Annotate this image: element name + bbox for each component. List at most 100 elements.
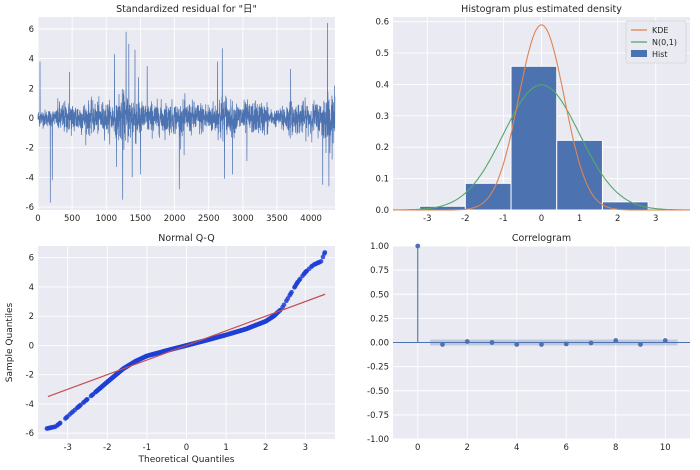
correlogram-marker	[638, 342, 643, 347]
x-tick-label: 3500	[266, 214, 288, 224]
correlogram-tick-labels: 0 2 4 6 8 10 -1.00 -0.75 -0.50 -0.25 0.00 0.25 0.50 0…	[367, 242, 671, 453]
x-tick-label: -1	[143, 443, 151, 453]
y-tick-label: 6	[29, 254, 34, 264]
x-tick-label: -3	[63, 443, 71, 453]
correlogram-marker	[489, 340, 495, 345]
x-tick-label: 2500	[198, 214, 220, 224]
qq-point	[57, 420, 63, 426]
y-tick-label: 6	[29, 25, 34, 35]
x-tick-label: 0	[35, 214, 40, 224]
qq-x-axis-label: Theoretical Quantiles	[138, 455, 235, 465]
kde-curve	[393, 24, 690, 211]
x-tick-label: 10	[660, 443, 671, 453]
x-tick-label: 0	[184, 443, 189, 453]
residual-series-line	[37, 22, 336, 203]
y-tick-label: 0.0	[375, 206, 389, 216]
histogram-tick-labels: -3 -2 -1 0 1 2 3 0.0 0.1 0.2 0.3 0.4 0.5 0.6	[375, 18, 658, 224]
y-tick-label: 2	[29, 84, 34, 94]
y-tick-label: -4	[26, 400, 34, 410]
correlogram-marker	[514, 342, 520, 347]
y-tick-label: 2	[29, 312, 34, 322]
qq-tick-labels: -3 -2 -1 0 1 2 3 -6 -4 -2 0 2 4 6	[26, 254, 308, 453]
x-tick-label: 6	[564, 443, 569, 453]
x-tick-label: -2	[461, 214, 469, 224]
x-tick-label: 2	[465, 443, 470, 453]
y-tick-label: -2	[26, 371, 34, 381]
residual-gridlines	[37, 17, 335, 210]
y-tick-label: 1.00	[370, 242, 389, 252]
y-tick-label: 0.5	[375, 49, 389, 59]
qq-point	[289, 289, 294, 295]
y-tick-label: 0.75	[370, 266, 389, 276]
qq-panel: Normal Q-Q Theoretical Quantiles Sample …	[5, 233, 335, 465]
x-tick-label: 4	[514, 443, 519, 453]
x-tick-label: 3	[653, 214, 658, 224]
x-tick-label: 2000	[164, 214, 186, 224]
qq-point	[281, 302, 287, 308]
correlogram-marker	[440, 342, 445, 347]
correlogram-marker	[613, 338, 619, 343]
y-tick-label: 0.3	[375, 112, 389, 122]
histogram-bar	[556, 139, 603, 211]
x-tick-label: -1	[499, 214, 507, 224]
x-tick-label: 4000	[300, 214, 322, 224]
x-tick-label: 2	[615, 214, 620, 224]
histogram-legend: KDE N(0,1) Hist	[625, 20, 687, 64]
residual-title: Standardized residual for "日"	[116, 4, 257, 15]
correlogram-marker	[588, 340, 594, 346]
qq-title: Normal Q-Q	[158, 233, 214, 244]
qq-point	[84, 396, 90, 402]
x-tick-label: 500	[64, 214, 80, 224]
y-tick-label: -0.75	[367, 411, 389, 421]
correlogram-marker	[662, 338, 668, 343]
y-tick-label: 0	[29, 114, 34, 124]
y-tick-label: 0.25	[370, 314, 389, 324]
x-tick-label: -3	[423, 214, 431, 224]
qq-point	[322, 250, 328, 255]
qq-y-axis-label: Sample Quantiles	[5, 303, 15, 383]
correlogram-gridlines	[393, 245, 690, 440]
legend-normal-label: N(0,1)	[652, 38, 677, 47]
normal-density-curve	[393, 84, 690, 211]
y-tick-label: 4	[29, 283, 34, 293]
y-tick-label: -4	[26, 173, 34, 183]
x-tick-label: 8	[613, 443, 618, 453]
qq-point	[318, 259, 324, 264]
histogram-bar	[464, 182, 512, 211]
y-tick-label: 0.6	[375, 18, 389, 28]
x-tick-label: 2	[263, 443, 268, 453]
x-tick-label: 3	[303, 443, 308, 453]
correlogram-stems	[415, 243, 668, 347]
correlogram-marker	[464, 339, 470, 344]
x-tick-label: 1500	[130, 214, 152, 224]
x-tick-label: -2	[103, 443, 111, 453]
y-tick-label: -2	[26, 144, 34, 154]
correlogram-panel: Correlogram 0 2 4 6 8 10-1.00-0.75-0.50-0.250…	[367, 233, 690, 453]
correlogram-marker	[539, 342, 544, 347]
x-tick-label: 1	[577, 214, 582, 224]
legend-hist-label: Hist	[652, 50, 668, 59]
x-tick-label: 1000	[95, 214, 117, 224]
histogram-panel: Histogram plus estimated density -3 -2 -1 0…	[375, 4, 690, 224]
y-tick-label: -0.50	[367, 387, 389, 397]
x-tick-label: 3000	[232, 214, 254, 224]
correlogram-marker	[563, 341, 569, 347]
y-tick-label: -1.00	[367, 435, 389, 445]
y-tick-label: 4	[29, 55, 34, 65]
correlogram-title: Correlogram	[512, 233, 571, 244]
y-tick-label: -6	[26, 203, 34, 213]
x-tick-label: 0	[415, 443, 420, 453]
y-tick-label: 0.00	[370, 339, 389, 349]
histogram-title: Histogram plus estimated density	[461, 4, 622, 15]
residual-tick-labels: 0 500 1000 1500 2000 2500 3000 3500 4000 -6 -4 -2 0 2…	[26, 25, 322, 224]
legend-hist-swatch	[631, 50, 647, 57]
y-tick-label: -6	[26, 429, 34, 439]
y-tick-label: -0.25	[367, 363, 389, 373]
residual-panel: Standardized residual for "日" 0 500 1000 15…	[26, 4, 336, 224]
qq-reference-line	[47, 293, 326, 398]
y-tick-label: 0.50	[370, 290, 389, 300]
y-tick-label: 0.2	[375, 143, 389, 153]
x-tick-label: 1	[223, 443, 228, 453]
x-tick-label: 0	[539, 214, 544, 224]
